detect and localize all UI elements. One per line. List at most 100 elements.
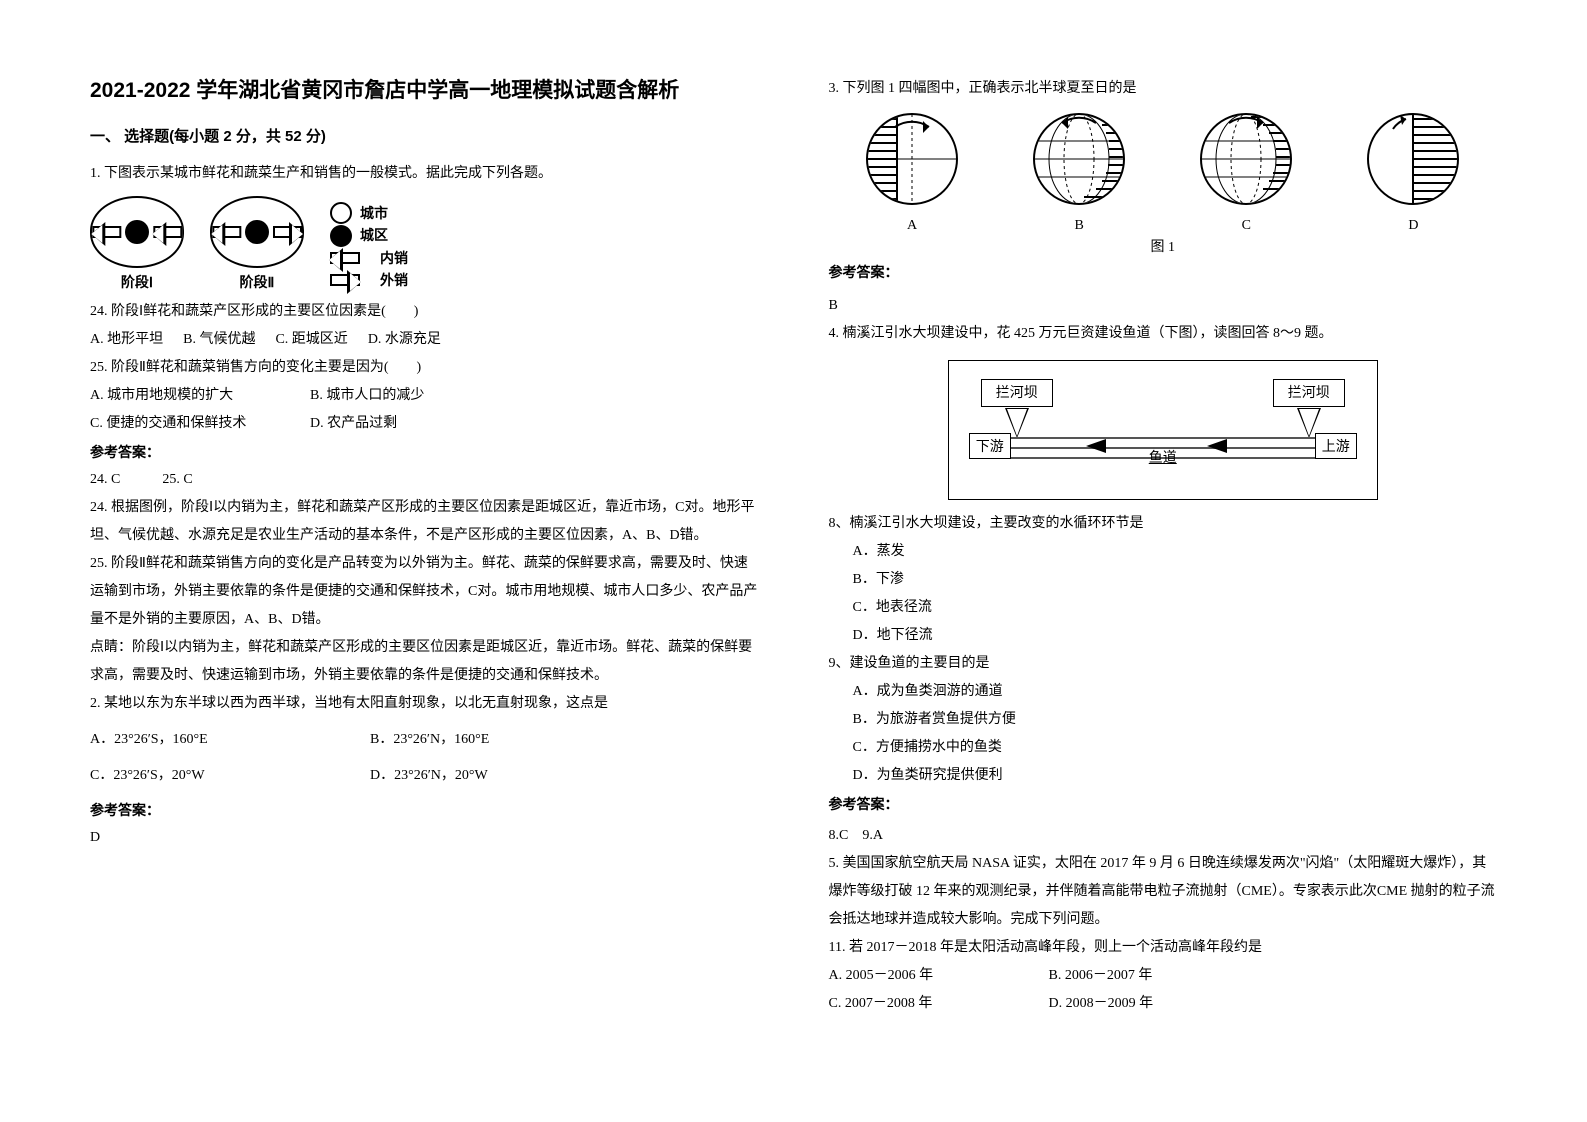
- opt-b: B．23°26′N，160°E: [370, 726, 489, 754]
- stage2-circle: [210, 196, 304, 268]
- globe-d: D: [1358, 109, 1468, 234]
- q1-explain-3: 点睛：阶段Ⅰ以内销为主，鲜花和蔬菜产区形成的主要区位因素是距城区近，靠近市场。鲜…: [90, 634, 759, 690]
- legend-zone-label: 城区: [360, 224, 388, 246]
- q1-answer-label: 参考答案：: [90, 442, 759, 462]
- q2-answer-label: 参考答案：: [90, 800, 759, 820]
- zone-dot-icon: [245, 220, 268, 244]
- dam-right: 拦河坝: [1273, 379, 1345, 407]
- globe-a-icon: [857, 109, 967, 209]
- q1-sub25-opts-row2: C. 便捷的交通和保鲜技术 D. 农产品过剩: [90, 410, 759, 438]
- fishway-label: 鱼道: [1149, 447, 1177, 467]
- globe-b-label: B: [1024, 218, 1134, 234]
- legend-in: 内销: [330, 247, 408, 269]
- globe-c-label: C: [1191, 218, 1301, 234]
- opt-d: D. 水源充足: [368, 326, 441, 354]
- opt-b: B. 气候优越: [183, 326, 255, 354]
- dam-left: 拦河坝: [981, 379, 1053, 407]
- opt-a: A. 2005－2006 年: [829, 962, 1029, 990]
- opt-c: C. 便捷的交通和保鲜技术: [90, 410, 290, 438]
- globe-d-label: D: [1358, 218, 1468, 234]
- q1-sub25-opts-row1: A. 城市用地规模的扩大 B. 城市人口的减少: [90, 382, 759, 410]
- q4-s9-d: D．为鱼类研究提供便利: [829, 762, 1498, 790]
- arrow-left-icon: [330, 252, 360, 264]
- globe-b: B: [1024, 109, 1134, 234]
- q1-figure: 阶段Ⅰ 阶段Ⅱ 城市 城区 内销 外销: [90, 196, 759, 292]
- q4-answer-label: 参考答案：: [829, 794, 1498, 814]
- hollow-circle-icon: [330, 202, 352, 224]
- opt-b: B. 2006－2007 年: [1049, 962, 1153, 990]
- q5-opts-row2: C. 2007－2008 年 D. 2008－2009 年: [829, 990, 1498, 1018]
- arrow-right-icon: [330, 274, 360, 286]
- globe-c: C: [1191, 109, 1301, 234]
- exam-title: 2021-2022 学年湖北省黄冈市詹店中学高一地理模拟试题含解析: [90, 75, 759, 107]
- q3-stem: 3. 下列图 1 四幅图中，正确表示北半球夏至日的是: [829, 75, 1498, 103]
- q1-legend: 城市 城区 内销 外销: [330, 202, 408, 292]
- opt-b: B. 城市人口的减少: [310, 382, 424, 410]
- q3-answer-label: 参考答案：: [829, 262, 1498, 282]
- q4-s8-b: B．下渗: [829, 566, 1498, 594]
- dam-right-label: 拦河坝: [1288, 386, 1330, 401]
- legend-out: 外销: [330, 269, 408, 291]
- q5-sub11: 11. 若 2017－2018 年是太阳活动高峰年段，则上一个活动高峰年段约是: [829, 934, 1498, 962]
- q3-answer: B: [829, 292, 1498, 320]
- q4-stem: 4. 楠溪江引水大坝建设中，花 425 万元巨资建设鱼道（下图），读图回答 8～…: [829, 320, 1498, 348]
- opt-c: C．23°26′S，20°W: [90, 762, 350, 790]
- q4-s8-d: D．地下径流: [829, 622, 1498, 650]
- q5-opts-row1: A. 2005－2006 年 B. 2006－2007 年: [829, 962, 1498, 990]
- q4-sub9: 9、建设鱼道的主要目的是: [829, 650, 1498, 678]
- opt-d: D. 农产品过剩: [310, 410, 397, 438]
- stage1-label: 阶段Ⅰ: [90, 272, 184, 292]
- q4-s9-c: C．方便捕捞水中的鱼类: [829, 734, 1498, 762]
- solid-circle-icon: [330, 225, 352, 247]
- q5-stem: 5. 美国国家航空航天局 NASA 证实，太阳在 2017 年 9 月 6 日晚…: [829, 850, 1498, 934]
- legend-city: 城市: [330, 202, 408, 224]
- opt-d: D. 2008－2009 年: [1049, 990, 1154, 1018]
- globe-a: A: [857, 109, 967, 234]
- opt-c: C. 2007－2008 年: [829, 990, 1029, 1018]
- arrow-in-icon: [153, 226, 182, 238]
- arrow-in-icon: [92, 226, 121, 238]
- arrow-out-icon: [273, 226, 302, 238]
- globe-a-label: A: [857, 218, 967, 234]
- q1-stage2: 阶段Ⅱ: [210, 196, 304, 292]
- legend-in-label: 内销: [380, 247, 408, 269]
- q1-sub24: 24. 阶段Ⅰ鲜花和蔬菜产区形成的主要区位因素是( ): [90, 298, 759, 326]
- legend-zone: 城区: [330, 224, 408, 246]
- flow-arrow-icon: [1200, 439, 1227, 453]
- q1-stage1: 阶段Ⅰ: [90, 196, 184, 292]
- opt-d: D．23°26′N，20°W: [370, 762, 488, 790]
- legend-out-label: 外销: [380, 269, 408, 291]
- stage1-circle: [90, 196, 184, 268]
- opt-a: A. 地形平坦: [90, 326, 163, 354]
- q4-sub8: 8、楠溪江引水大坝建设，主要改变的水循环环节是: [829, 510, 1498, 538]
- q1-sub24-opts: A. 地形平坦 B. 气候优越 C. 距城区近 D. 水源充足: [90, 326, 759, 354]
- flow-arrow-icon: [1079, 439, 1106, 453]
- globe-c-icon: [1191, 109, 1301, 209]
- q2-opts-row2: C．23°26′S，20°W D．23°26′N，20°W: [90, 762, 759, 790]
- q1-explain-1: 24. 根据图例，阶段Ⅰ以内销为主，鲜花和蔬菜产区形成的主要区位因素是距城区近，…: [90, 494, 759, 550]
- globe-d-icon: [1358, 109, 1468, 209]
- q4-answer: 8.C 9.A: [829, 822, 1498, 850]
- q4-s8-a: A．蒸发: [829, 538, 1498, 566]
- upstream-label: 上游: [1315, 433, 1357, 459]
- dam-left-label: 拦河坝: [996, 386, 1038, 401]
- q4-figure: 拦河坝 拦河坝 下游 上游 鱼道: [948, 360, 1378, 500]
- section-1-heading: 一、 选择题(每小题 2 分，共 52 分): [90, 125, 759, 146]
- q4-s9-b: B．为旅游者赏鱼提供方便: [829, 706, 1498, 734]
- opt-a: A．23°26′S，160°E: [90, 726, 350, 754]
- q1-explain-2: 25. 阶段Ⅱ鲜花和蔬菜销售方向的变化是产品转变为以外销为主。鲜花、蔬菜的保鲜要…: [90, 550, 759, 634]
- q2-answer: D: [90, 824, 759, 852]
- q1-sub25: 25. 阶段Ⅱ鲜花和蔬菜销售方向的变化主要是因为( ): [90, 354, 759, 382]
- q3-caption: 图 1: [829, 236, 1498, 256]
- stage2-label: 阶段Ⅱ: [210, 272, 304, 292]
- q3-figure: A: [829, 109, 1498, 234]
- opt-a: A. 城市用地规模的扩大: [90, 382, 290, 410]
- q4-s8-c: C．地表径流: [829, 594, 1498, 622]
- q2-opts-row1: A．23°26′S，160°E B．23°26′N，160°E: [90, 726, 759, 754]
- q1-stem: 1. 下图表示某城市鲜花和蔬菜生产和销售的一般模式。据此完成下列各题。: [90, 160, 759, 188]
- downstream-label: 下游: [969, 433, 1011, 459]
- opt-c: C. 距城区近: [275, 326, 347, 354]
- legend-city-label: 城市: [360, 202, 388, 224]
- q2-stem: 2. 某地以东为东半球以西为西半球，当地有太阳直射现象，以北无直射现象，这点是: [90, 690, 759, 718]
- q1-answer: 24. C 25. C: [90, 466, 759, 494]
